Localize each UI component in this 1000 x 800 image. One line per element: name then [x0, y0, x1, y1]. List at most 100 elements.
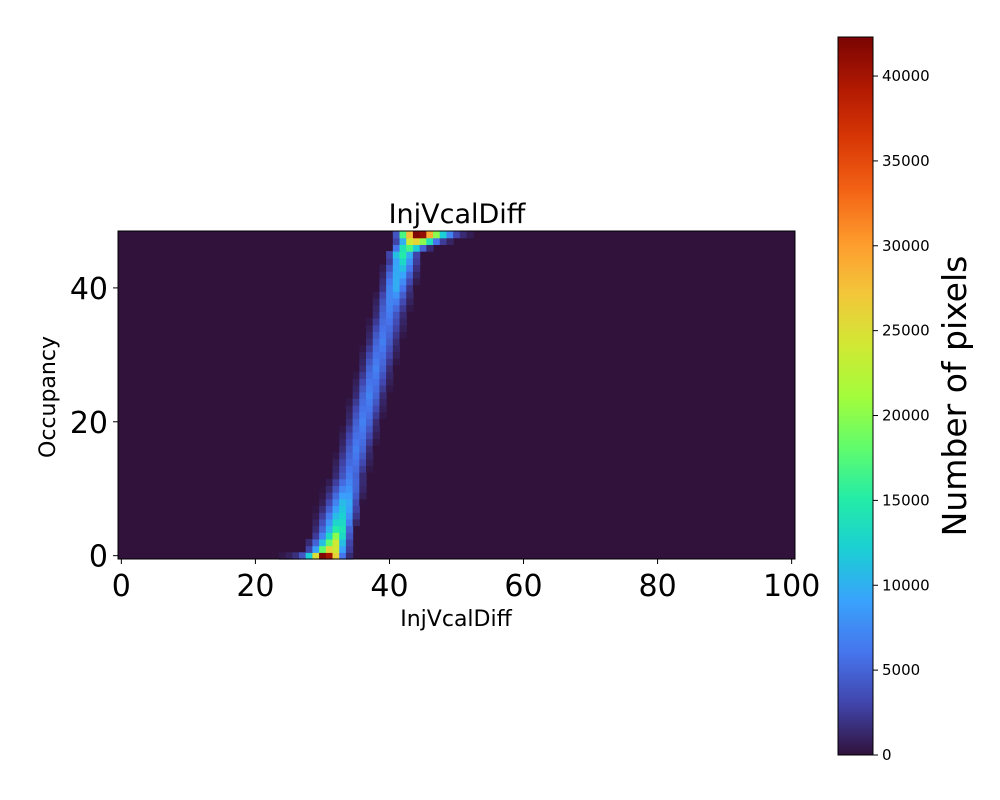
heatmap-cell — [386, 318, 394, 326]
heatmap-cell — [379, 271, 387, 279]
heatmap-cell — [366, 425, 374, 433]
heatmap-cell — [366, 458, 374, 466]
heatmap-cell — [392, 331, 401, 339]
heatmap-cell — [386, 297, 394, 306]
heatmap-background — [118, 231, 795, 559]
heatmap-cell — [399, 304, 407, 312]
heatmap-cell — [379, 297, 387, 306]
heatmap-cell — [426, 237, 434, 245]
heatmap-cell — [325, 525, 334, 533]
heatmap-cell — [366, 318, 374, 326]
heatmap-cell — [345, 438, 354, 446]
heatmap-cell — [359, 445, 367, 453]
heatmap-cell — [345, 518, 354, 527]
heatmap-cell — [372, 297, 381, 306]
heatmap-cell — [325, 492, 334, 500]
heatmap-cell — [366, 378, 374, 386]
heatmap-cell — [379, 291, 387, 299]
colorbar-ticks: 0 5000 10000 15000 20000 25000 30000 35000 40000 — [873, 67, 930, 764]
heatmap-cell — [332, 485, 340, 493]
heatmap-cell — [325, 545, 334, 553]
heatmap-cell — [372, 445, 381, 453]
heatmap-cell — [386, 378, 394, 386]
heatmap-cell — [379, 318, 387, 326]
heatmap-cell — [319, 478, 327, 486]
heatmap-cell — [372, 331, 381, 339]
heatmap-cell — [372, 291, 381, 299]
heatmap-cell — [332, 445, 340, 453]
heatmap-cell — [366, 364, 374, 373]
heatmap-cell — [419, 237, 427, 245]
heatmap-cell — [412, 271, 421, 279]
heatmap-cell — [412, 237, 421, 245]
heatmap-cell — [312, 505, 320, 513]
heatmap-cell — [399, 338, 407, 346]
heatmap-cell — [339, 552, 347, 560]
heatmap-cell — [352, 458, 360, 466]
heatmap-cell — [359, 344, 367, 353]
heatmap-cell — [325, 505, 334, 513]
heatmap-cell — [332, 552, 340, 560]
heatmap-cell — [339, 512, 347, 520]
heatmap-cell — [352, 431, 360, 440]
heatmap-cell — [352, 471, 360, 480]
heatmap-cell — [345, 398, 354, 406]
heatmap-cell — [332, 505, 340, 513]
heatmap-cell — [399, 284, 407, 292]
heatmap-cell — [366, 324, 374, 333]
heatmap-cell — [352, 445, 360, 453]
heatmap-cell — [386, 338, 394, 346]
colorbar — [837, 36, 874, 756]
heatmap-cell — [359, 492, 367, 500]
colorbar-tick-label: 0 — [882, 746, 892, 764]
heatmap-cell — [366, 391, 374, 399]
heatmap-cell — [352, 398, 360, 406]
heatmap-cell — [426, 231, 434, 239]
y-axis-label: Occupancy — [36, 336, 61, 458]
colorbar-tick-label: 25000 — [882, 322, 930, 340]
heatmap-cell — [399, 257, 407, 266]
heatmap-cell — [412, 251, 421, 259]
heatmap-cell — [345, 465, 354, 473]
heatmap-cell — [352, 492, 360, 500]
heatmap-cell — [446, 237, 454, 245]
heatmap-cell — [392, 297, 401, 306]
heatmap-cell — [359, 438, 367, 446]
heatmap-cell — [372, 398, 381, 406]
heatmap-cell — [392, 271, 401, 279]
heatmap-cell — [319, 492, 327, 500]
heatmap-cell — [392, 231, 401, 239]
heatmap-cell — [345, 451, 354, 460]
heatmap-cell — [319, 552, 327, 560]
heatmap-cell — [406, 257, 414, 266]
heatmap-cell — [379, 264, 387, 272]
heatmap-cell — [386, 324, 394, 333]
heatmap-cell — [332, 492, 340, 500]
heatmap-cell — [325, 532, 334, 540]
heatmap-cell — [379, 411, 387, 420]
heatmap-cell — [305, 552, 313, 560]
heatmap-cell — [319, 518, 327, 527]
heatmap-cell — [379, 398, 387, 406]
heatmap-cell — [332, 525, 340, 533]
heatmap-cell — [366, 431, 374, 440]
heatmap-cell — [392, 237, 401, 245]
heatmap-cell — [419, 231, 427, 239]
y-tick-label: 40 — [70, 272, 108, 307]
heatmap-cell — [399, 271, 407, 279]
heatmap-cell — [386, 344, 394, 353]
heatmap-cell — [359, 405, 367, 413]
heatmap-cell — [406, 271, 414, 279]
heatmap-cell — [372, 431, 381, 440]
heatmap-cell — [392, 358, 401, 366]
heatmap-cell — [325, 512, 334, 520]
heatmap-cell — [345, 485, 354, 493]
colorbar-tick-label: 15000 — [882, 491, 930, 509]
heatmap-cell — [386, 251, 394, 259]
heatmap-cell — [325, 485, 334, 493]
heatmap-cell — [386, 371, 394, 379]
y-tick-label: 20 — [70, 406, 108, 441]
heatmap-cell — [372, 371, 381, 379]
x-tick-label: 20 — [236, 569, 274, 604]
